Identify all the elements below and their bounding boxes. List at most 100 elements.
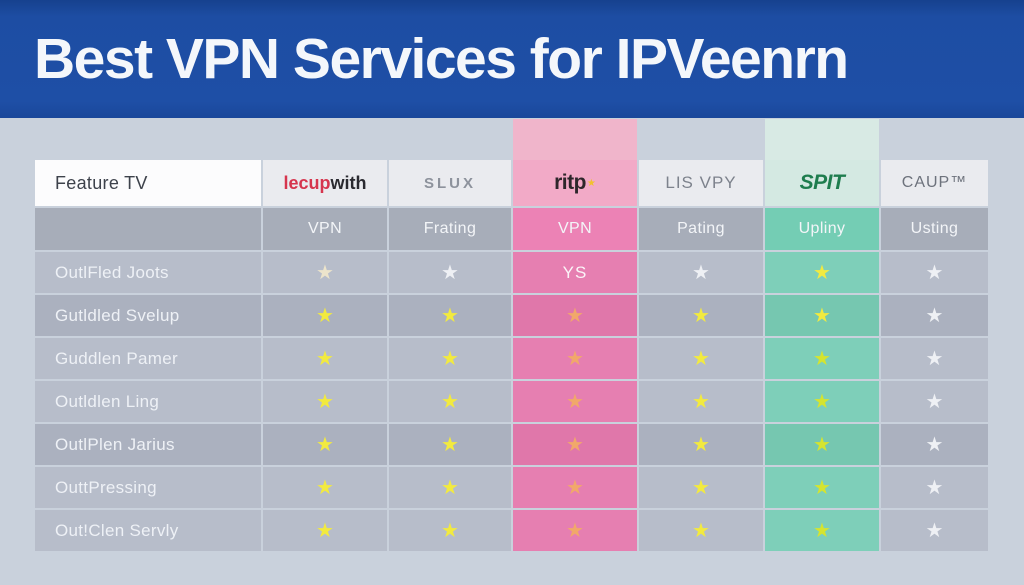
rating-cell: ★ [263, 510, 387, 551]
brand-cell-lisvpy: LIS VPY [639, 160, 763, 206]
subheader-cell-lecupwith: VPN [263, 208, 387, 250]
rating-star-icon: ★ [441, 261, 459, 284]
table-row: OutlPlen Jarius ★ ★ ★ ★ ★ ★ [35, 424, 988, 465]
rating-star-icon: ★ [316, 476, 334, 499]
rating-cell: ★ [639, 510, 763, 551]
row-label: Out!Clen Servly [35, 510, 261, 551]
rating-cell: ★ [639, 338, 763, 379]
rating-star-icon: ★ [441, 304, 459, 327]
brand-logo-text: SLUX [423, 174, 476, 192]
rating-cell: ★ [263, 467, 387, 508]
rating-cell: ★ [765, 381, 879, 422]
rating-star-icon: ★ [441, 347, 459, 370]
rating-star-icon: ★ [316, 261, 334, 284]
page-title: Best VPN Services for IPVeenrn [34, 27, 849, 91]
rating-cell: ★ [389, 467, 511, 508]
rating-star-icon: ★ [925, 476, 944, 499]
rating-star-icon: ★ [692, 347, 710, 370]
pink-column-band [513, 119, 637, 160]
subheader-cell-slux: Frating [389, 208, 511, 250]
row-label: OutlFled Joots [35, 252, 261, 293]
row-label: OuttPressing [35, 467, 261, 508]
table-row: OuttPressing ★ ★ ★ ★ ★ ★ [35, 467, 988, 508]
brand-logo-text: ritp [554, 171, 586, 194]
rating-star-icon: ★ [316, 304, 334, 327]
table-row: Gutldled Svelup ★ ★ ★ ★ ★ ★ [35, 295, 988, 336]
rating-cell: ★ [765, 295, 879, 336]
rating-star-icon: ★ [566, 304, 584, 327]
rating-star-icon: ★ [813, 476, 831, 499]
rating-cell: ★ [389, 381, 511, 422]
subheader-cell-caup: Usting [881, 208, 988, 250]
rating-star-icon: ★ [925, 519, 944, 542]
brand-cell-slux: SLUX [389, 160, 511, 206]
rating-star-icon: ★ [925, 390, 944, 413]
brand-cell-ritp: ritp ★ [513, 160, 637, 206]
table-row: Out!Clen Servly ★ ★ ★ ★ ★ ★ [35, 510, 988, 551]
rating-star-icon: ★ [692, 304, 710, 327]
rating-star-icon: ★ [692, 433, 710, 456]
rating-cell: ★ [263, 381, 387, 422]
rating-star-icon: ★ [813, 433, 831, 456]
rating-cell: ★ [389, 424, 511, 465]
rating-star-icon: ★ [566, 390, 584, 413]
rating-cell: ★ [881, 467, 988, 508]
rating-star-icon: ★ [566, 433, 584, 456]
rating-cell: ★ [389, 510, 511, 551]
brand-header-row: Feature TV lecup with SLUX ritp ★ LIS VPY SPIT C… [35, 160, 988, 206]
rating-star-icon: ★ [925, 261, 944, 284]
rating-cell: ★ [881, 252, 988, 293]
teal-column-band [765, 119, 879, 160]
comparison-table: Feature TV lecup with SLUX ritp ★ LIS VPY SPIT C… [35, 119, 988, 553]
rating-cell: ★ [765, 252, 879, 293]
brand-logo-text: LIS VPY [665, 173, 737, 192]
subheader-spacer-cell [35, 208, 261, 250]
rating-star-icon: ★ [813, 347, 831, 370]
brand-cell-caup: CAUP™ [881, 160, 988, 206]
rating-star-icon: ★ [692, 519, 710, 542]
rating-cell: ★ [263, 252, 387, 293]
rating-star-icon: ★ [692, 476, 710, 499]
rating-cell: ★ [881, 424, 988, 465]
rating-cell: ★ [639, 467, 763, 508]
row-label: Gutldled Svelup [35, 295, 261, 336]
rating-star-icon: ★ [692, 261, 710, 284]
title-banner: Best VPN Services for IPVeenrn [0, 0, 1024, 118]
rating-cell: ★ [765, 424, 879, 465]
rating-star-icon: ★ [441, 433, 459, 456]
rating-star-icon: ★ [692, 390, 710, 413]
rating-cell: ★ [389, 338, 511, 379]
rating-star-icon: ★ [441, 519, 459, 542]
rating-star-icon: ★ [813, 519, 831, 542]
subheader-row: VPN Frating VPN Pating Upliny Usting [35, 208, 988, 250]
rating-star-icon: ★ [566, 476, 584, 499]
rating-star-icon: ★ [566, 519, 584, 542]
rating-star-icon: ★ [925, 304, 944, 327]
rating-cell: ★ [513, 381, 637, 422]
table-row: Outldlen Ling ★ ★ ★ ★ ★ ★ [35, 381, 988, 422]
table-row: OutlFled Joots ★ ★ YS ★ ★ ★ [35, 252, 988, 293]
rating-cell: ★ [389, 252, 511, 293]
rating-text: YS [562, 262, 588, 282]
rating-star-icon: ★ [316, 347, 334, 370]
rating-cell: ★ [881, 338, 988, 379]
rating-star-icon: ★ [316, 390, 334, 413]
rating-cell: ★ [389, 295, 511, 336]
rating-cell: ★ [765, 510, 879, 551]
brand-logo-text: SPIT [799, 171, 845, 194]
rating-cell: ★ [639, 424, 763, 465]
rating-star-icon: ★ [925, 433, 944, 456]
feature-header-cell: Feature TV [35, 160, 261, 206]
rating-cell: ★ [513, 510, 637, 551]
rating-cell: ★ [881, 295, 988, 336]
rating-cell: ★ [765, 467, 879, 508]
rating-star-icon: ★ [925, 347, 944, 370]
rating-cell: ★ [263, 295, 387, 336]
rating-star-icon: ★ [441, 476, 459, 499]
rating-cell: ★ [513, 424, 637, 465]
rating-star-icon: ★ [441, 390, 459, 413]
brand-logo-text: CAUP™ [901, 174, 968, 191]
rating-cell: YS [513, 252, 637, 293]
rating-star-icon: ★ [813, 304, 831, 327]
subheader-cell-ritp: VPN [513, 208, 637, 250]
